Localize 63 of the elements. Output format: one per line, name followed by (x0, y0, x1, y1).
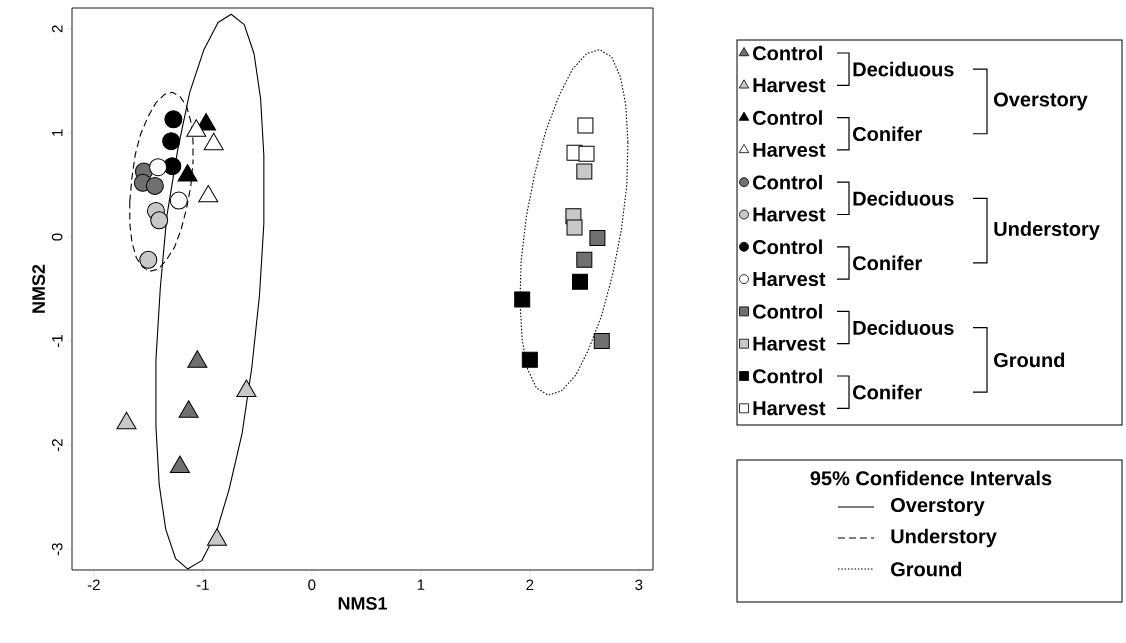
legend-label: Overstory (891, 497, 985, 517)
point (577, 117, 594, 134)
point (571, 273, 588, 290)
text: Deciduous (853, 61, 954, 77)
x-tick-label: 3 (635, 579, 643, 591)
point (576, 163, 593, 180)
text: Conifer (853, 384, 922, 400)
x-tick-label: -1 (196, 579, 209, 590)
legend-label: Harvest (753, 142, 826, 157)
x-tick-label: 0 (308, 579, 316, 591)
x-tick-label: 2 (526, 579, 534, 591)
y-tick-label: 1 (52, 129, 63, 136)
point (139, 250, 158, 269)
y-tick-label: -1 (52, 335, 63, 348)
legend-label: Control (753, 45, 822, 61)
point (521, 351, 538, 368)
text: Understory (994, 221, 1100, 240)
legend-label: Ground (891, 561, 962, 577)
x-axis-title: NMS1 (338, 597, 388, 610)
text: Deciduous (853, 320, 954, 335)
y-tick-label: -3 (51, 543, 63, 556)
legend-label: Control (753, 174, 822, 190)
point (150, 211, 169, 230)
legend-label: Harvest (753, 272, 826, 287)
point (514, 291, 531, 308)
text: Overstory (994, 92, 1088, 111)
y-tick-label: -2 (51, 439, 63, 452)
legend-label: Harvest (753, 336, 826, 351)
legend-title: 95% Confidence Intervals (810, 470, 1052, 486)
y-axis-title: NMS2 (32, 264, 45, 313)
text: Conifer (853, 126, 922, 142)
point (164, 110, 183, 129)
point (169, 191, 188, 210)
y-tick-label: 2 (51, 25, 63, 33)
text: Ground (994, 352, 1065, 368)
legend-label: Harvest (753, 401, 826, 416)
legend-label: Harvest (753, 78, 826, 93)
point (163, 157, 182, 176)
text: Deciduous (853, 191, 954, 206)
point (169, 455, 190, 473)
legend-label: Understory (891, 528, 997, 548)
point (593, 333, 610, 350)
point (187, 350, 208, 368)
point (576, 251, 593, 268)
point (178, 400, 199, 418)
point (589, 230, 606, 247)
legend-label: Control (753, 304, 822, 319)
legend-label: Harvest (753, 207, 826, 222)
point (116, 411, 137, 430)
legend-label: Control (753, 368, 822, 384)
point (145, 176, 164, 195)
y-tick-label: 0 (51, 233, 63, 241)
point (162, 132, 181, 151)
point (206, 528, 228, 546)
point (578, 145, 595, 162)
text: Conifer (853, 255, 922, 271)
legend-label: Control (753, 239, 822, 255)
legend-label: Control (753, 110, 822, 125)
x-tick-label: -2 (87, 579, 100, 591)
x-tick-label: 1 (417, 579, 425, 590)
point (149, 158, 168, 177)
point (566, 219, 583, 236)
point (236, 379, 257, 397)
